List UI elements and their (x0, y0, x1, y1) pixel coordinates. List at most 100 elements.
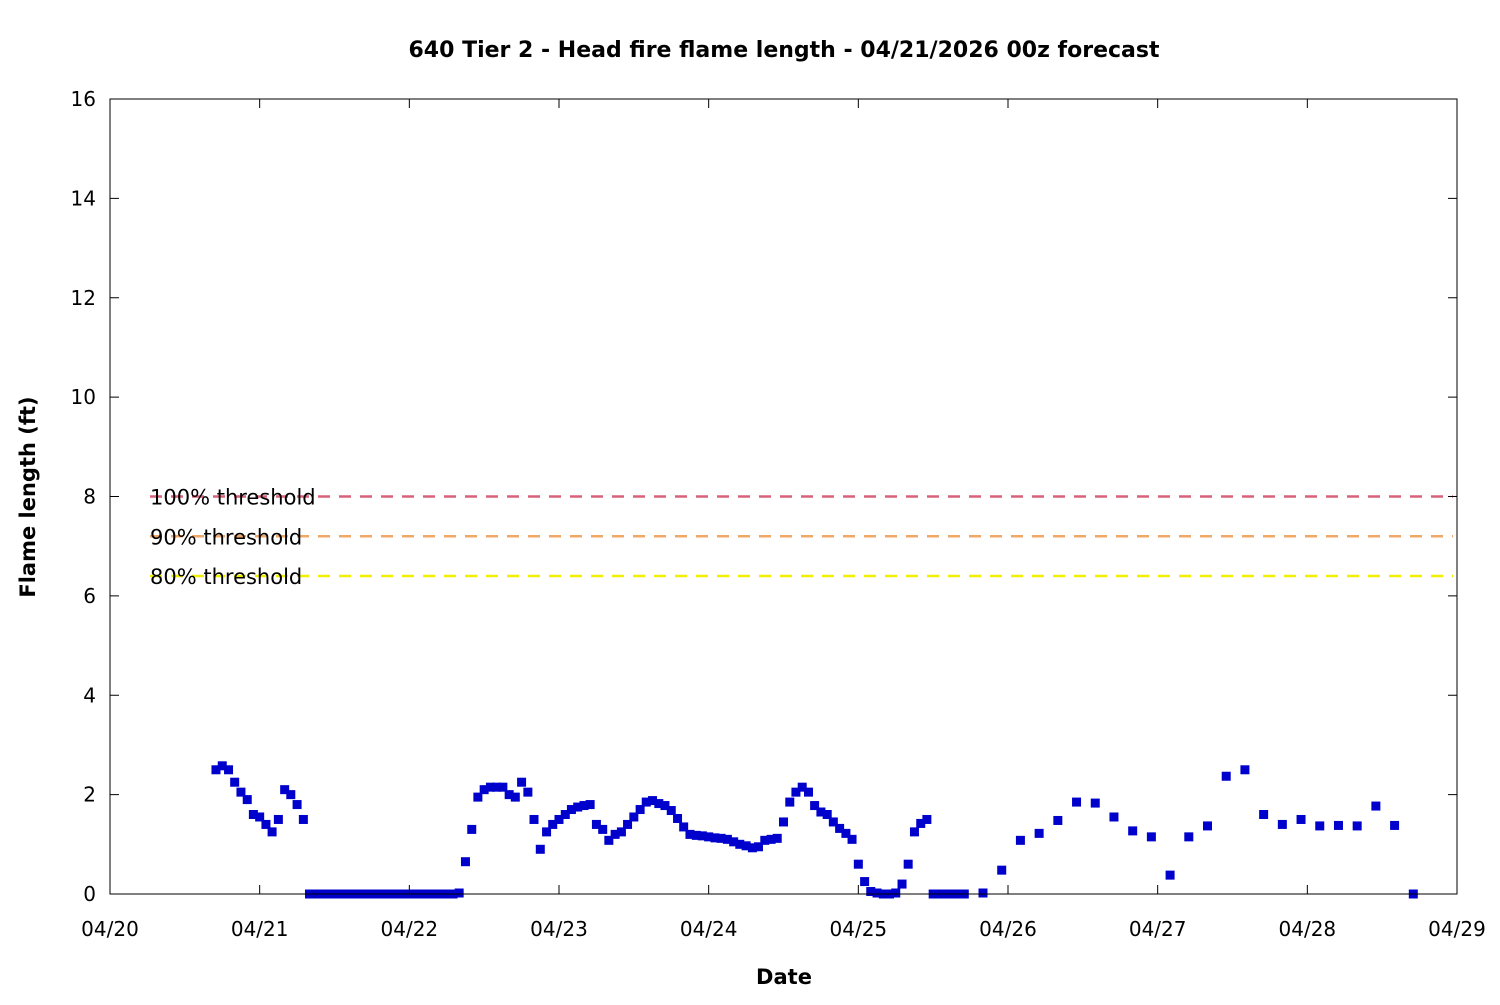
y-tick-label: 4 (83, 683, 96, 707)
data-point (629, 812, 639, 822)
threshold-label: 80% threshold (150, 565, 302, 589)
data-point (460, 857, 470, 867)
data-point (1053, 815, 1063, 825)
axes: 0 2 4 6 8 10 12 14 16 04/20 04/21 04/22 04/23 04/24 04… (71, 87, 1486, 941)
data-point (754, 842, 764, 852)
y-tick-label: 8 (83, 485, 96, 509)
data-point (579, 801, 589, 811)
data-point (535, 844, 545, 854)
data-point (454, 888, 464, 898)
data-point (1240, 765, 1250, 775)
data-point (1203, 821, 1213, 831)
data-point (841, 828, 851, 838)
data-point (872, 888, 882, 898)
data-point (1165, 870, 1175, 880)
data-point (835, 823, 845, 833)
data-point (1128, 826, 1138, 836)
data-point (236, 787, 246, 797)
data-point (785, 797, 795, 807)
data-point (660, 801, 670, 811)
data-point (747, 843, 757, 853)
data-point (710, 833, 720, 843)
threshold-label: 100% threshold (150, 486, 316, 510)
data-point (1296, 814, 1306, 824)
data-point (1072, 797, 1082, 807)
data-point (679, 822, 689, 832)
x-tick-label: 04/21 (231, 917, 289, 941)
data-point (847, 834, 857, 844)
data-point (585, 800, 595, 810)
data-point (242, 795, 252, 805)
data-point (1259, 810, 1269, 819)
data-point (860, 877, 870, 887)
data-point (554, 814, 564, 824)
data-point (273, 814, 283, 824)
y-tick-label: 12 (71, 286, 96, 310)
y-tick-label: 14 (71, 186, 96, 210)
data-point (566, 805, 576, 815)
data-point (224, 765, 234, 775)
data-point (891, 888, 901, 898)
data-point (903, 859, 913, 869)
data-point (810, 801, 820, 811)
data-point (654, 799, 664, 809)
data-point (897, 879, 907, 889)
data-point (1277, 819, 1287, 829)
data-point (1184, 832, 1194, 842)
x-axis-title: Date (756, 965, 812, 989)
data-point (704, 832, 714, 842)
data-point (510, 792, 520, 802)
data-point (467, 824, 477, 834)
data-point (261, 819, 271, 829)
data-point (517, 777, 527, 787)
data-point (741, 841, 751, 851)
x-tick-label: 04/20 (81, 917, 139, 941)
data-point (648, 796, 658, 806)
data-point (772, 833, 782, 843)
data-point (286, 790, 296, 800)
data-point (1390, 820, 1400, 830)
data-point (573, 802, 583, 812)
data-point (766, 834, 776, 844)
data-point (916, 818, 926, 828)
data-point (623, 819, 633, 829)
data-point (691, 830, 701, 840)
data-point (492, 782, 502, 792)
x-tick-label: 04/27 (1129, 917, 1187, 941)
x-tick-label: 04/29 (1428, 917, 1486, 941)
data-point (255, 812, 265, 822)
x-tick-label: 04/26 (979, 917, 1037, 941)
data-point (292, 800, 302, 810)
data-point (280, 785, 290, 795)
data-point (997, 865, 1007, 875)
data-point (909, 827, 919, 837)
data-point (598, 824, 608, 834)
data-point (560, 810, 570, 819)
data-point (641, 797, 651, 807)
y-tick-label: 16 (71, 87, 96, 111)
x-tick-label: 04/25 (830, 917, 888, 941)
data-point (523, 787, 533, 797)
data-point (610, 829, 620, 839)
y-tick-label: 0 (83, 882, 96, 906)
data-point (822, 810, 832, 819)
y-axis-title: Flame length (ft) (16, 396, 40, 597)
threshold-lines: 100% threshold 90% threshold 80% threshold (150, 486, 1453, 589)
data-point (1221, 771, 1231, 781)
data-point (548, 819, 558, 829)
x-tick-label: 04/28 (1279, 917, 1337, 941)
data-point (504, 790, 514, 800)
data-point (1315, 821, 1325, 831)
x-tick-label: 04/23 (530, 917, 588, 941)
data-point (816, 807, 826, 817)
x-tick-label: 04/22 (381, 917, 439, 941)
data-point (267, 827, 277, 837)
chart-title: 640 Tier 2 - Head fire flame length - 04… (408, 38, 1160, 63)
data-point (230, 777, 240, 787)
data-point (697, 831, 707, 841)
data-point (735, 839, 745, 849)
data-point (716, 833, 726, 843)
data-point (1333, 820, 1343, 830)
